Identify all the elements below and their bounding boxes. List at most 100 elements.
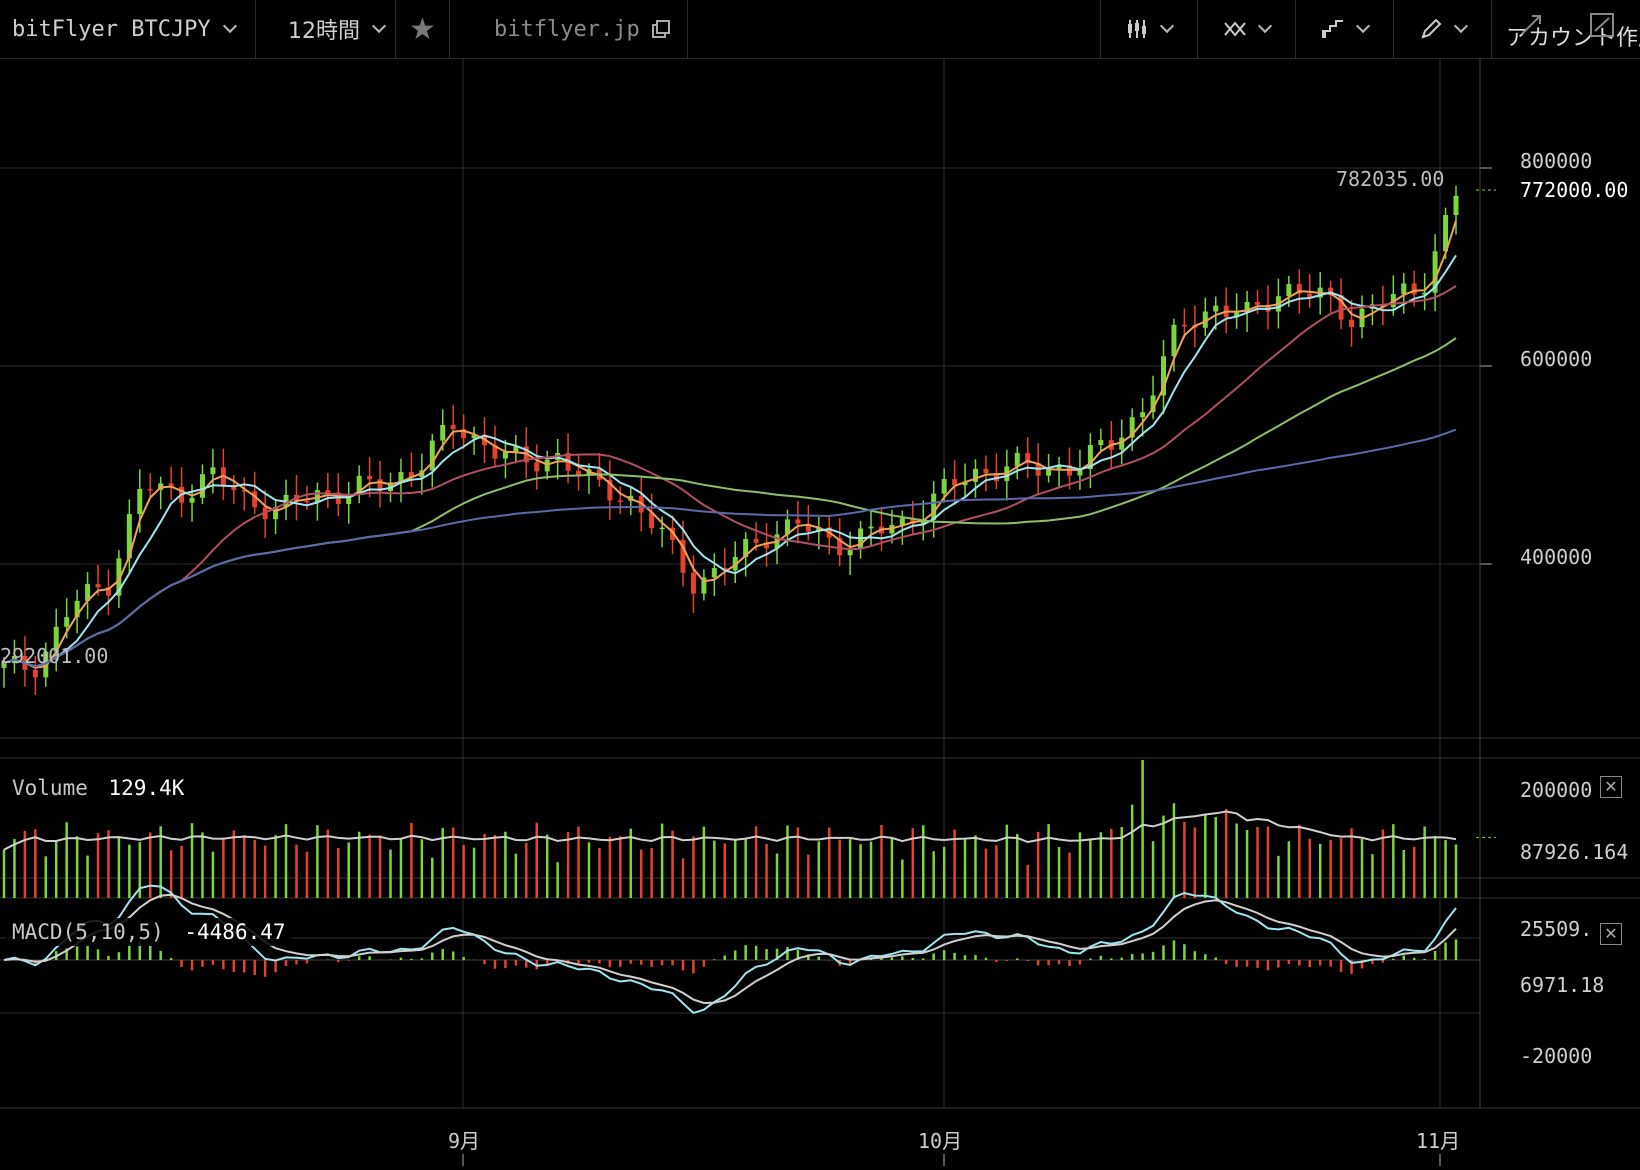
candle-body [1171,324,1177,357]
candle-body [450,425,456,430]
compare-button[interactable] [1296,0,1394,58]
volume-ma-label: 87926.164 [1520,840,1628,864]
indicator-icon [1223,21,1246,37]
candle-body [231,485,237,491]
candle-body [1453,195,1459,216]
candle-body [273,507,279,520]
candle-body [189,497,195,503]
chart-type-button[interactable] [1100,0,1198,58]
candle-body [241,490,247,492]
candle-body [764,542,770,549]
candle-body [1255,301,1261,305]
symbol-label: bitFlyer BTCJPY [12,16,211,42]
site-link[interactable]: bitflyer.jp [450,0,688,58]
candle-body [1181,324,1187,327]
compare-icon [1321,20,1343,38]
candle-body [325,490,331,493]
interval-selector[interactable]: 12時間 [256,0,396,58]
candle-body [502,451,508,459]
ma10-line [3,254,1457,668]
symbol-selector[interactable]: bitFlyer BTCJPY [0,0,256,58]
volume-value: 129.4K [108,776,185,800]
candle-body [32,669,38,678]
candle-body [1202,311,1208,328]
candle-body [607,479,613,501]
candle-body [147,489,153,491]
candle-body [210,467,216,475]
chevron-down-icon [222,18,237,34]
candle-body [795,519,801,524]
candle-body [743,539,749,557]
candle-body [920,519,926,524]
interval-label: 12時間 [288,19,360,44]
volume-axis-top: 200000 [1520,778,1592,802]
candle-body [126,514,132,559]
macd-line [3,884,1457,1015]
candle-body [1129,417,1135,438]
candle-body [377,479,383,492]
candle-body [1244,301,1250,313]
candle-body [168,483,174,487]
volume-bars [2,760,1496,898]
account-create-link[interactable]: アカウント作成 [1492,0,1640,58]
candle-body [1390,294,1396,308]
candle-body [1213,305,1219,312]
time-tick-sep: 9月 [448,1129,480,1153]
candle-body [492,445,498,459]
fullscreen-icon[interactable] [1520,14,1544,36]
candle-body [1140,412,1146,418]
time-tick-oct: 10月 [918,1129,962,1153]
high-price-annotation: 782035.00 [1336,167,1444,191]
candle-body [1046,468,1052,476]
moving-average-lines [3,220,1457,669]
price-tick-400000: 400000 [1520,545,1592,569]
close-macd-pane-icon[interactable]: ✕ [1600,923,1622,945]
close-volume-pane-icon[interactable]: ✕ [1600,776,1622,798]
candle-body [1014,452,1020,467]
macd-value: -4486.47 [184,920,286,944]
candle-body [1025,452,1031,464]
macd-title: MACD(5,10,5) [12,920,164,944]
candle-body [1150,395,1156,413]
candle-body [972,468,978,482]
candle-body [105,587,111,596]
macd-line-value: 25509. [1520,917,1592,941]
screenshot-icon[interactable] [1590,13,1616,37]
candle-body [1307,293,1313,298]
candle-body [1161,356,1167,396]
candle-body [649,512,655,529]
chart-toolbar: bitFlyer BTCJPY 12時間 ★ bitflyer.jp [0,0,1640,59]
drawing-tools-button[interactable] [1394,0,1492,58]
candle-body [1056,465,1062,469]
volume-title: Volume [12,776,88,800]
candle-body [962,481,968,486]
candle-body [116,558,122,596]
star-icon: ★ [409,11,436,47]
account-create-label: アカウント作成 [1506,26,1640,51]
candle-body [388,482,394,492]
candle-body [1234,312,1240,318]
candle-body [899,518,905,525]
macd-series [3,884,1458,1015]
candle-body [868,526,874,529]
candle-body [1432,251,1438,293]
candle-body [931,493,937,520]
candle-body [670,527,676,540]
chart-grid [0,58,1640,1166]
external-link-icon [651,20,670,38]
favorite-button[interactable]: ★ [396,0,450,58]
price-chart[interactable]: 800000 600000 400000 772000.00 782035.00… [0,58,1640,1170]
candle-body [74,600,80,618]
candle-body [910,518,916,524]
candle-body [753,539,759,543]
candle-body [941,479,947,494]
candle-body [659,527,665,530]
macd-tick-neg20000: -20000 [1520,1044,1592,1068]
candle-body [440,425,446,441]
candle-body [513,446,519,452]
price-tick-600000: 600000 [1520,347,1592,371]
volume-ma-line [3,810,1457,851]
candle-body [252,491,258,508]
indicators-button[interactable] [1198,0,1296,58]
candle-body [983,468,989,474]
